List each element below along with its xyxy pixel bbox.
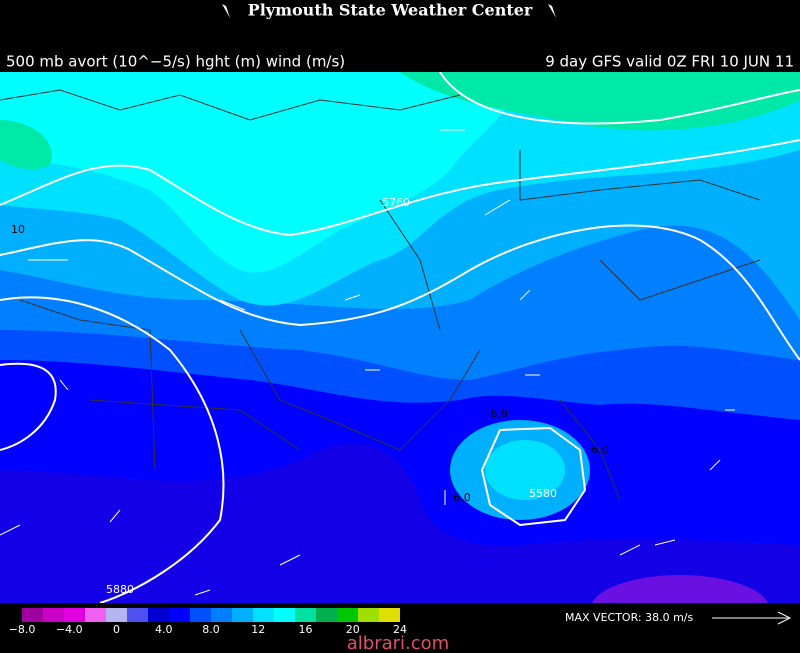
colorbar-swatch bbox=[358, 608, 379, 622]
contour-label: 6.0 bbox=[453, 491, 471, 504]
colorbar-swatch bbox=[85, 608, 106, 622]
contour-label: 5760 bbox=[382, 196, 410, 209]
watermark: albrari.com bbox=[347, 633, 449, 653]
wind-vectors bbox=[0, 129, 735, 596]
colorbar-label: 0 bbox=[113, 623, 120, 636]
colorbar-swatch bbox=[379, 608, 400, 622]
contour-label: 6.0 bbox=[490, 407, 508, 420]
colorbar-swatch bbox=[274, 608, 295, 622]
colorbar-swatch bbox=[169, 608, 190, 622]
left-header: 500 mb avort (10^−5/s) hght (m) wind (m/… bbox=[6, 53, 345, 71]
colorbar-swatch bbox=[190, 608, 211, 622]
contour-label: 6.0 bbox=[591, 443, 609, 456]
colorbar-swatch bbox=[253, 608, 274, 622]
colorbar-label: 24 bbox=[393, 623, 407, 636]
colorbar-swatch bbox=[148, 608, 169, 622]
contour-label: 10 bbox=[11, 223, 25, 236]
colorbar-swatch bbox=[127, 608, 148, 622]
colorbar-swatch bbox=[22, 608, 43, 622]
borders bbox=[0, 89, 761, 501]
contours bbox=[0, 72, 800, 603]
contour-label: 5880 bbox=[106, 583, 134, 596]
colorbar-label: −4.0 bbox=[56, 623, 83, 636]
colorbar-swatch bbox=[43, 608, 64, 622]
right-header: 9 day GFS valid 0Z FRI 10 JUN 11 bbox=[545, 53, 794, 71]
colorbar-label: 16 bbox=[299, 623, 313, 636]
colorbar-swatch bbox=[232, 608, 253, 622]
colorbar-swatch bbox=[64, 608, 85, 622]
max-vector: MAX VECTOR: 38.0 m/s bbox=[565, 611, 693, 624]
colorbar: −8.0 −4.0 0 4.0 8.0 12 16 20 24 bbox=[9, 608, 407, 636]
map: 5760 5880 5580 6.0 6.0 6.0 10 bbox=[0, 72, 800, 603]
colorbar-swatch bbox=[295, 608, 316, 622]
colorbar-label: 4.0 bbox=[155, 623, 173, 636]
title: Plymouth State Weather Center bbox=[248, 1, 533, 20]
colorbar-swatch bbox=[337, 608, 358, 622]
colorbar-label: 12 bbox=[251, 623, 265, 636]
colorbar-swatch bbox=[211, 608, 232, 622]
colorbar-swatch bbox=[106, 608, 127, 622]
colorbar-label: −8.0 bbox=[9, 623, 36, 636]
colorbar-label: 20 bbox=[346, 623, 360, 636]
max-vector-arrow bbox=[712, 611, 792, 625]
contour-label: 5580 bbox=[529, 487, 557, 500]
colorbar-label: 8.0 bbox=[202, 623, 220, 636]
colorbar-swatch bbox=[316, 608, 337, 622]
